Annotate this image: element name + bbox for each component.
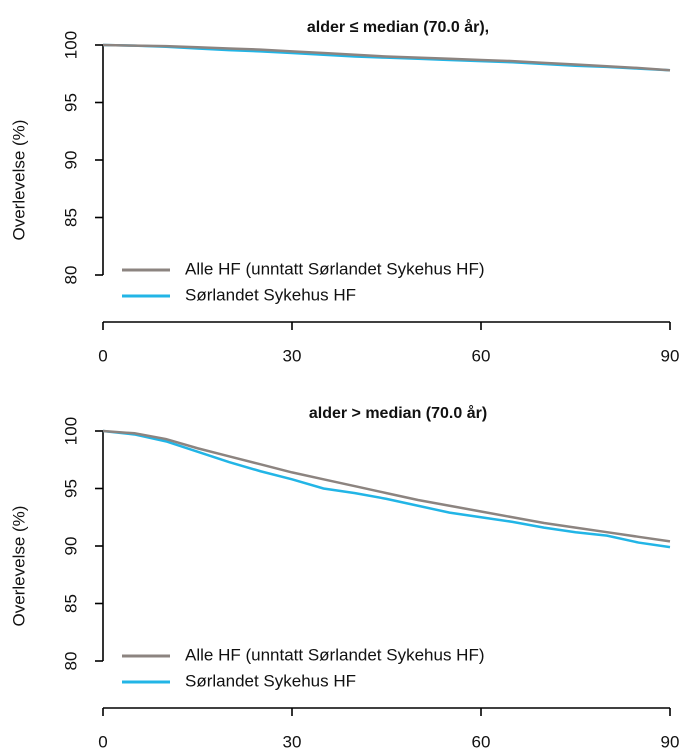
- x-tick-label: 0: [98, 346, 107, 365]
- y-tick-label: 95: [61, 93, 80, 112]
- y-tick-label: 95: [61, 479, 80, 498]
- x-tick-label: 90: [661, 732, 680, 751]
- y-tick-label: 85: [61, 208, 80, 227]
- survival-line: [102, 429, 671, 543]
- legend-label: Sørlandet Sykehus HF: [185, 285, 356, 304]
- legend-label: Alle HF (unntatt Sørlandet Sykehus HF): [185, 645, 485, 664]
- x-tick-label: 30: [283, 346, 302, 365]
- y-tick-label: 90: [61, 537, 80, 556]
- chart-title: alder > median (70.0 år): [309, 404, 487, 422]
- y-tick-label: 80: [61, 266, 80, 285]
- y-axis-label: Overlevelse (%): [9, 506, 28, 627]
- y-tick-label: 80: [61, 652, 80, 671]
- chart-title: alder ≤ median (70.0 år),: [307, 18, 489, 36]
- y-tick-label: 90: [61, 151, 80, 170]
- y-tick-label: 100: [61, 417, 80, 445]
- x-tick-label: 90: [661, 346, 680, 365]
- survival-line: [102, 43, 671, 72]
- x-tick-label: 30: [283, 732, 302, 751]
- x-tick-label: 60: [472, 732, 491, 751]
- survival-line: [102, 429, 671, 549]
- legend-label: Alle HF (unntatt Sørlandet Sykehus HF): [185, 259, 485, 278]
- y-tick-label: 85: [61, 594, 80, 613]
- y-tick-label: 100: [61, 31, 80, 59]
- x-tick-label: 60: [472, 346, 491, 365]
- y-axis-label: Overlevelse (%): [9, 120, 28, 241]
- x-tick-label: 0: [98, 732, 107, 751]
- legend-label: Sørlandet Sykehus HF: [185, 671, 356, 690]
